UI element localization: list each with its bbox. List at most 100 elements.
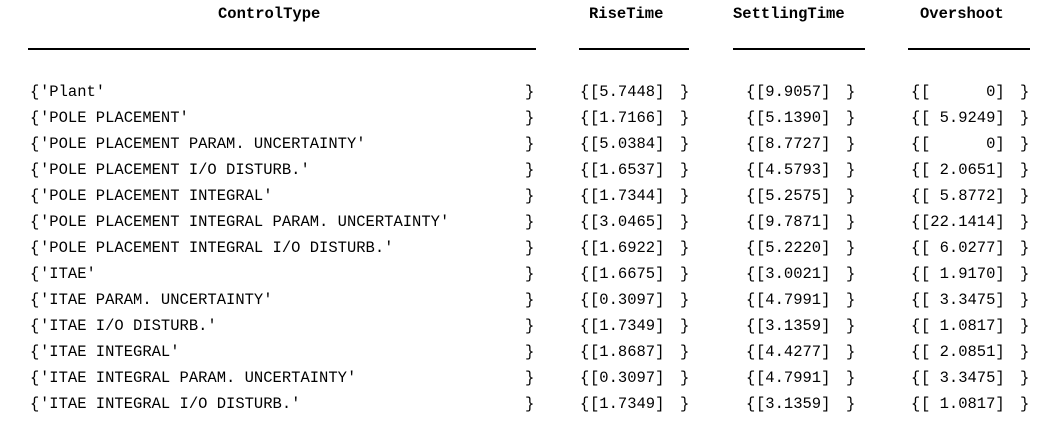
brace-open: { [30, 317, 40, 335]
overshoot-cell: [ 0] [921, 135, 1005, 153]
header-overshoot: Overshoot [920, 5, 1004, 23]
control-type-cell: 'ITAE' [40, 265, 96, 283]
brace-open: { [580, 161, 590, 179]
brace-open: { [30, 187, 40, 205]
brace-open: { [580, 109, 590, 127]
brace-close: } [846, 369, 856, 387]
brace-close: } [525, 291, 535, 309]
settling-time-cell: [4.7991] [756, 291, 831, 309]
overshoot-cell: [ 1.0817] [921, 395, 1005, 413]
brace-open: { [30, 239, 40, 257]
brace-open: { [580, 83, 590, 101]
rise-time-cell: [1.7166] [590, 109, 665, 127]
brace-close: } [680, 161, 690, 179]
brace-close: } [846, 83, 856, 101]
brace-open: { [30, 395, 40, 413]
overshoot-cell: [ 6.0277] [921, 239, 1005, 257]
table-row: {'ITAE PARAM. UNCERTAINTY'}{[0.3097]}{[4… [0, 290, 1042, 316]
brace-close: } [846, 291, 856, 309]
brace-open: { [580, 135, 590, 153]
brace-open: { [30, 291, 40, 309]
brace-close: } [846, 343, 856, 361]
brace-close: } [680, 395, 690, 413]
brace-open: { [746, 265, 756, 283]
brace-open: { [911, 83, 921, 101]
brace-close: } [525, 395, 535, 413]
brace-open: { [580, 291, 590, 309]
table-row: {'POLE PLACEMENT INTEGRAL'}{[1.7344]}{[5… [0, 186, 1042, 212]
brace-open: { [30, 343, 40, 361]
rise-time-cell: [5.0384] [590, 135, 665, 153]
overshoot-cell: [ 1.9170] [921, 265, 1005, 283]
brace-open: { [580, 239, 590, 257]
brace-open: { [746, 317, 756, 335]
brace-open: { [911, 213, 921, 231]
rise-time-cell: [1.6537] [590, 161, 665, 179]
brace-close: } [525, 369, 535, 387]
brace-open: { [580, 265, 590, 283]
settling-time-cell: [8.7727] [756, 135, 831, 153]
control-type-cell: 'ITAE I/O DISTURB.' [40, 317, 217, 335]
control-type-cell: 'ITAE INTEGRAL' [40, 343, 180, 361]
brace-open: { [30, 265, 40, 283]
brace-close: } [846, 161, 856, 179]
control-type-cell: 'POLE PLACEMENT INTEGRAL PARAM. UNCERTAI… [40, 213, 450, 231]
settling-time-cell: [4.4277] [756, 343, 831, 361]
brace-close: } [846, 213, 856, 231]
brace-open: { [911, 161, 921, 179]
brace-close: } [680, 213, 690, 231]
control-type-cell: 'POLE PLACEMENT PARAM. UNCERTAINTY' [40, 135, 366, 153]
settling-time-cell: [3.0021] [756, 265, 831, 283]
rise-time-cell: [5.7448] [590, 83, 665, 101]
rise-time-cell: [1.7349] [590, 395, 665, 413]
brace-close: } [525, 161, 535, 179]
brace-open: { [580, 317, 590, 335]
brace-open: { [580, 369, 590, 387]
brace-close: } [1020, 109, 1030, 127]
brace-close: } [846, 317, 856, 335]
brace-close: } [846, 135, 856, 153]
brace-open: { [30, 109, 40, 127]
brace-open: { [746, 83, 756, 101]
header-rule-overshoot [908, 48, 1030, 50]
table-row: {'ITAE I/O DISTURB.'}{[1.7349]}{[3.1359]… [0, 316, 1042, 342]
brace-close: } [680, 291, 690, 309]
brace-open: { [30, 369, 40, 387]
brace-open: { [580, 343, 590, 361]
brace-close: } [680, 83, 690, 101]
brace-close: } [680, 265, 690, 283]
brace-close: } [525, 317, 535, 335]
brace-open: { [911, 135, 921, 153]
settling-time-cell: [5.2220] [756, 239, 831, 257]
brace-close: } [1020, 265, 1030, 283]
rise-time-cell: [1.8687] [590, 343, 665, 361]
brace-open: { [911, 187, 921, 205]
control-type-cell: 'POLE PLACEMENT' [40, 109, 189, 127]
brace-close: } [846, 109, 856, 127]
table-row: {'POLE PLACEMENT INTEGRAL I/O DISTURB.'}… [0, 238, 1042, 264]
brace-close: } [1020, 135, 1030, 153]
rise-time-cell: [0.3097] [590, 291, 665, 309]
brace-close: } [1020, 83, 1030, 101]
brace-close: } [846, 239, 856, 257]
brace-close: } [680, 369, 690, 387]
table-row: {'Plant'}{[5.7448]}{[9.9057]}{[ 0]} [0, 82, 1042, 108]
header-control-type: ControlType [218, 5, 321, 23]
rise-time-cell: [1.7344] [590, 187, 665, 205]
brace-close: } [1020, 239, 1030, 257]
table-row: {'POLE PLACEMENT PARAM. UNCERTAINTY'}{[5… [0, 134, 1042, 160]
brace-open: { [746, 239, 756, 257]
brace-open: { [911, 265, 921, 283]
header-rule-control-type [28, 48, 536, 50]
control-type-cell: 'POLE PLACEMENT I/O DISTURB.' [40, 161, 310, 179]
brace-close: } [1020, 187, 1030, 205]
brace-open: { [911, 395, 921, 413]
brace-close: } [680, 135, 690, 153]
brace-close: } [846, 265, 856, 283]
overshoot-cell: [ 0] [921, 83, 1005, 101]
overshoot-cell: [ 3.3475] [921, 369, 1005, 387]
rise-time-cell: [1.7349] [590, 317, 665, 335]
brace-close: } [1020, 213, 1030, 231]
brace-close: } [680, 343, 690, 361]
